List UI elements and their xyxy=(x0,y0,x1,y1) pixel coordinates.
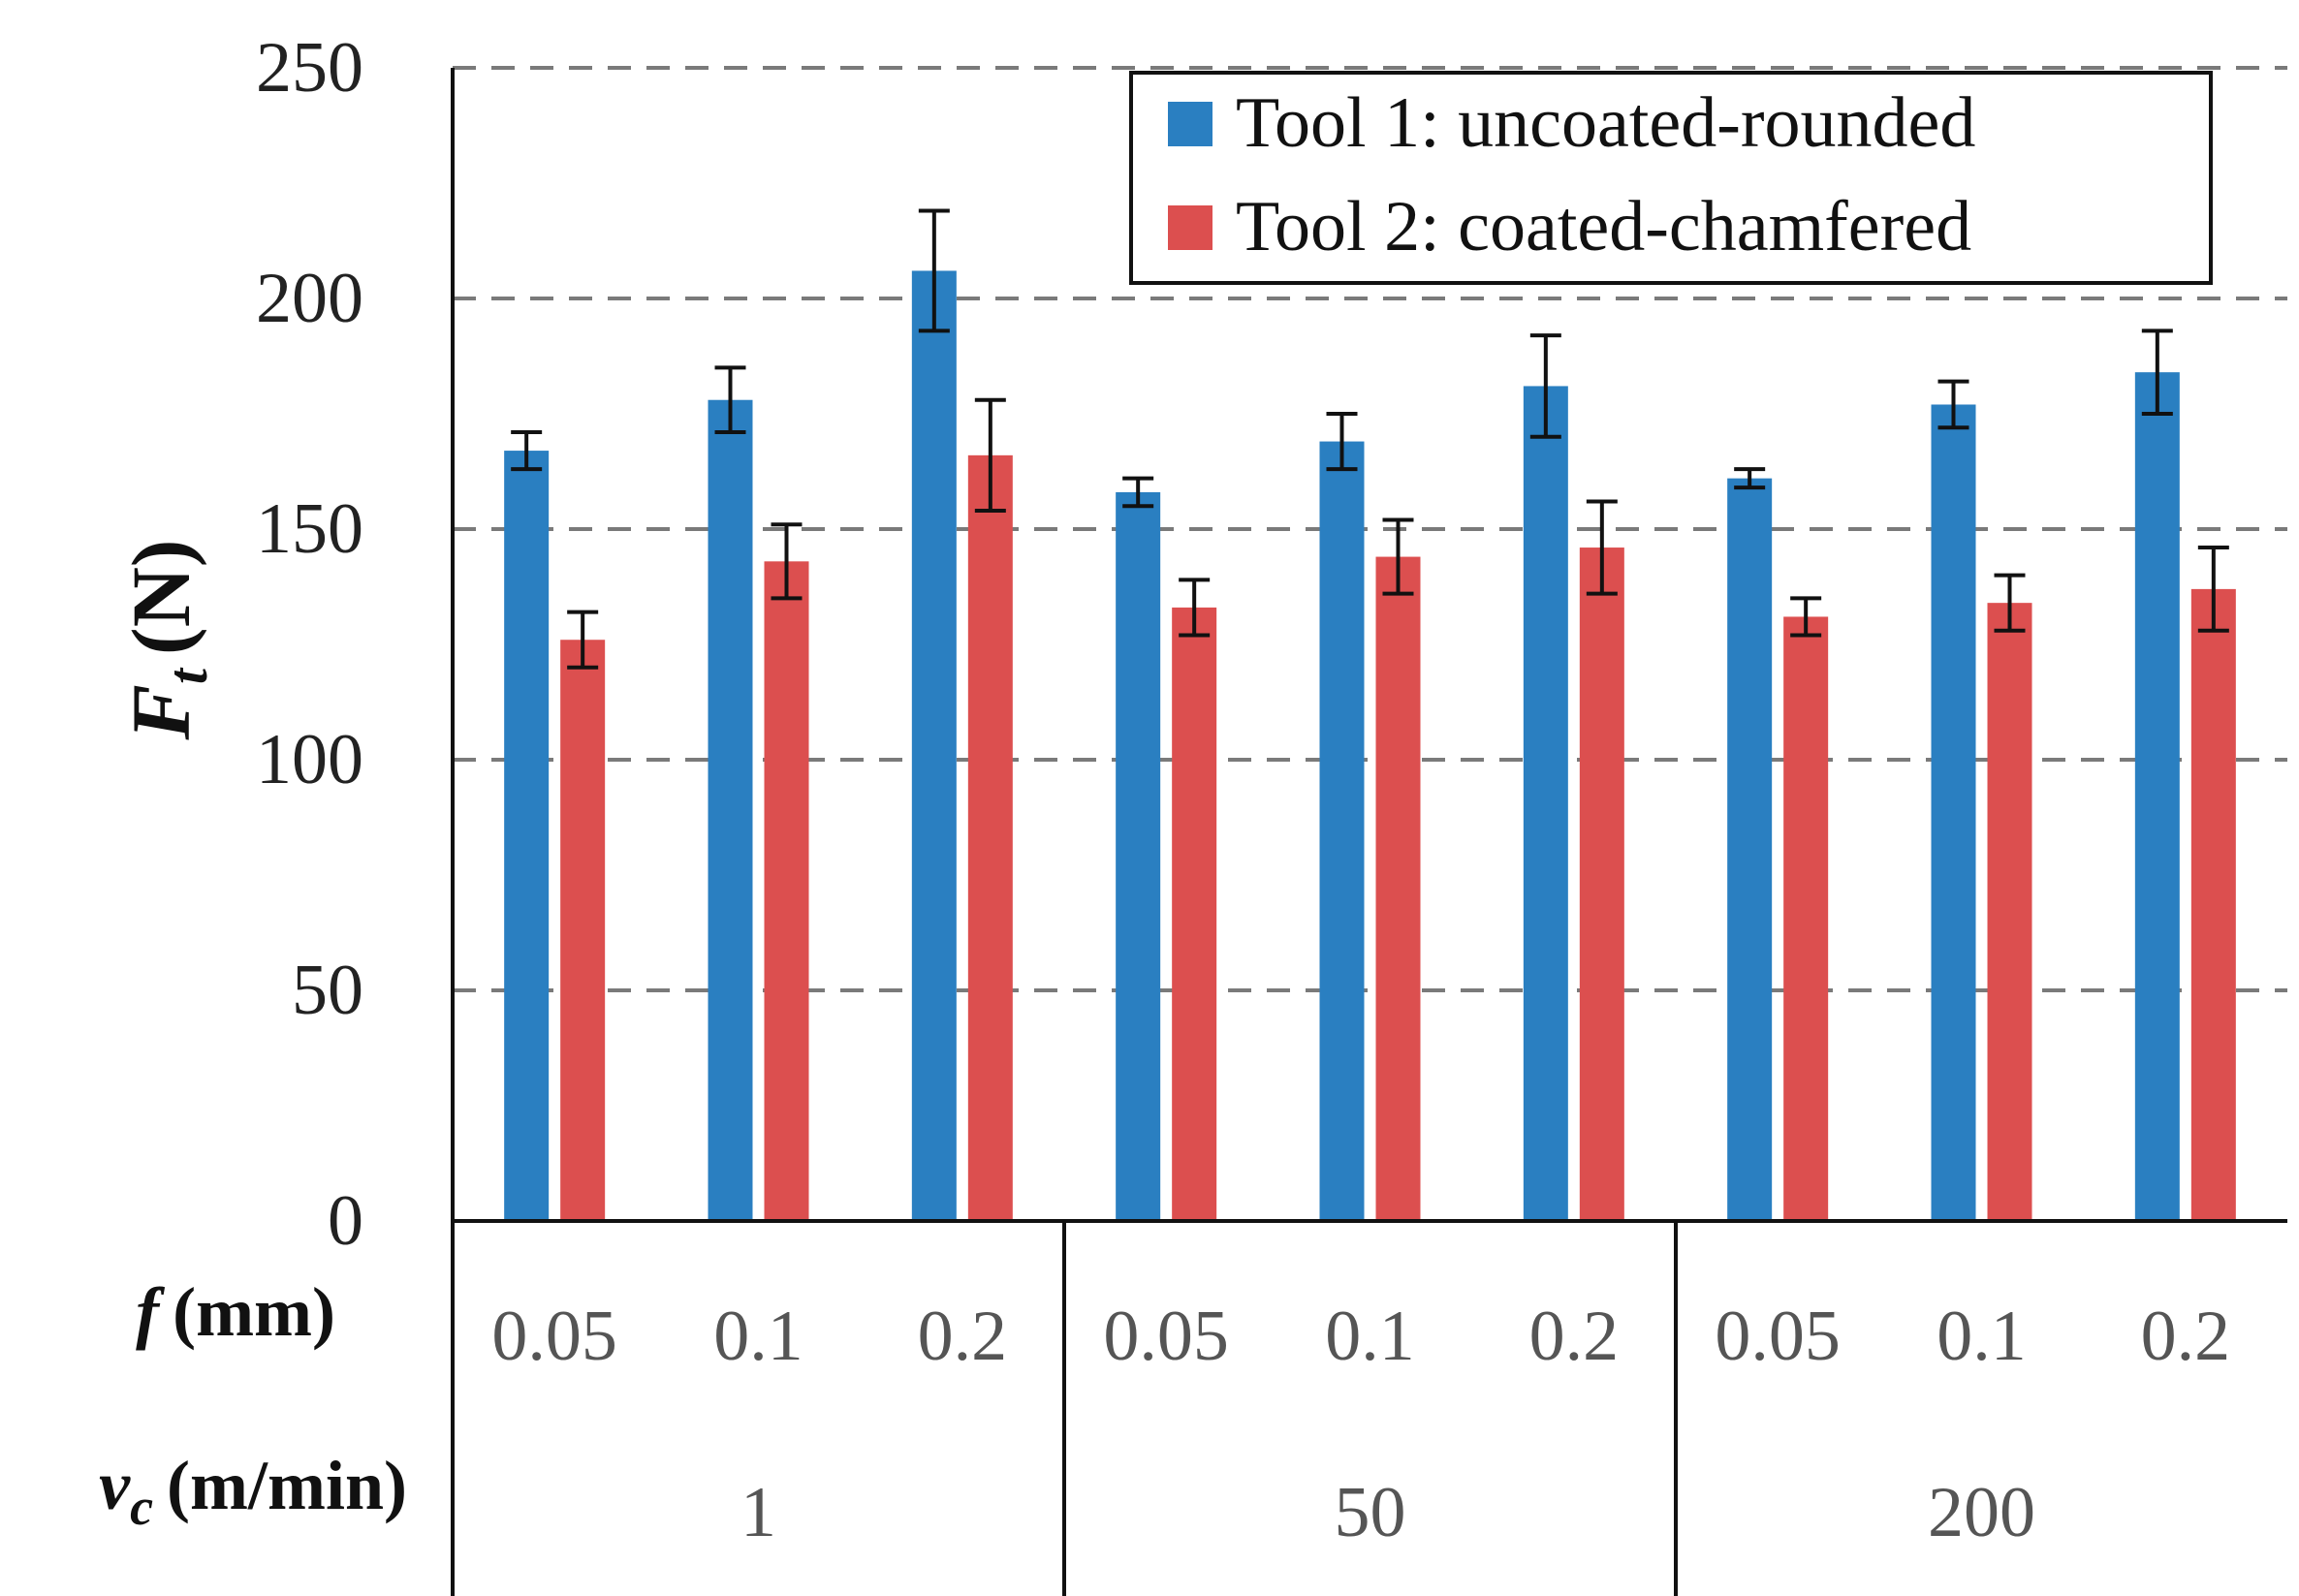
y-tick-label: 250 xyxy=(256,28,363,108)
feed-tick-label: 0.05 xyxy=(1103,1297,1229,1376)
speed-group-label: 200 xyxy=(1928,1473,2035,1552)
feed-tick-label: 0.05 xyxy=(1715,1297,1841,1376)
bar-tool-2 xyxy=(1375,556,1421,1221)
bar-tool-1 xyxy=(1523,386,1568,1221)
feed-tick-label: 0.2 xyxy=(1529,1297,1620,1376)
feed-row-label: f (mm) xyxy=(136,1273,335,1351)
bar-tool-2 xyxy=(967,454,1013,1222)
error-bar-tool-1 xyxy=(1937,379,1969,430)
bar-tool-2 xyxy=(764,561,809,1221)
error-bar-tool-2 xyxy=(1586,499,1618,596)
bar-tool-1 xyxy=(1727,478,1773,1221)
error-bar-tool-1 xyxy=(511,430,543,472)
legend-label-tool-2: Tool 2: coated-chamfered xyxy=(1236,187,1971,266)
legend: Tool 1: uncoated-rounded Tool 2: coated-… xyxy=(1129,71,2213,285)
error-bar-tool-1 xyxy=(918,208,950,333)
error-bar-tool-2 xyxy=(771,522,803,601)
y-tick-labels: 0 50 100 150 200 250 xyxy=(256,28,363,1261)
y-tick-label: 0 xyxy=(328,1181,363,1261)
bar-tool-2 xyxy=(1783,616,1829,1221)
error-bar-tool-1 xyxy=(1734,467,1766,490)
legend-swatch-tool-2 xyxy=(1168,205,1212,250)
error-bar-tool-2 xyxy=(974,397,1006,513)
error-bar-tool-1 xyxy=(1122,476,1154,509)
bar-tool-1 xyxy=(911,270,957,1221)
speed-group-label: 50 xyxy=(1335,1473,1406,1552)
y-tick-label: 100 xyxy=(256,720,363,799)
bar-tool-2 xyxy=(1987,603,2032,1221)
error-bar-tool-1 xyxy=(1326,412,1358,472)
speed-row-label: vc (m/min) xyxy=(99,1447,407,1536)
bar-tool-1 xyxy=(2134,372,2180,1221)
error-bar-tool-2 xyxy=(1994,573,2026,633)
bar-tool-1 xyxy=(1116,491,1161,1221)
bar-tool-1 xyxy=(1319,441,1365,1221)
bar-tool-1 xyxy=(504,451,550,1222)
bar-tool-2 xyxy=(1579,548,1624,1221)
feed-tick-label: 0.05 xyxy=(491,1297,617,1376)
y-axis-label: Ft(N) xyxy=(114,540,219,741)
feed-tick-label: 0.1 xyxy=(713,1297,803,1376)
feed-tick-label: 0.1 xyxy=(1325,1297,1415,1376)
y-tick-label: 50 xyxy=(292,951,363,1030)
error-bar-tool-2 xyxy=(1382,517,1414,596)
legend-swatch-tool-1 xyxy=(1168,102,1212,146)
error-bar-tool-1 xyxy=(1529,333,1561,439)
error-bar-tool-1 xyxy=(714,365,746,435)
bar-tool-2 xyxy=(1172,607,1217,1221)
error-bar-tool-2 xyxy=(567,610,599,670)
error-bars xyxy=(511,208,2229,670)
feed-tick-label: 0.2 xyxy=(2141,1297,2231,1376)
bar-tool-1 xyxy=(708,399,753,1222)
y-tick-label: 200 xyxy=(256,259,363,338)
legend-box xyxy=(1129,71,2213,285)
error-bar-tool-2 xyxy=(1790,596,1822,638)
category-table: 0.05 0.1 0.2 0.05 0.1 0.2 0.05 0.1 0.2 1 50 200 xyxy=(491,1221,2230,1596)
bar-tool-2 xyxy=(560,640,606,1221)
error-bar-tool-1 xyxy=(2141,329,2173,416)
feed-tick-label: 0.1 xyxy=(1937,1297,2027,1376)
gridlines xyxy=(453,66,2287,992)
error-bar-tool-2 xyxy=(2197,546,2229,633)
bars xyxy=(504,270,2236,1222)
plot-frame xyxy=(451,68,2287,1596)
error-bar-tool-2 xyxy=(1179,578,1211,638)
y-tick-label: 150 xyxy=(256,489,363,569)
bar-tool-1 xyxy=(1931,404,1976,1222)
bar-tool-2 xyxy=(2190,588,2236,1221)
speed-group-label: 1 xyxy=(740,1473,776,1552)
legend-label-tool-1: Tool 1: uncoated-rounded xyxy=(1236,83,1975,163)
feed-tick-label: 0.2 xyxy=(918,1297,1008,1376)
